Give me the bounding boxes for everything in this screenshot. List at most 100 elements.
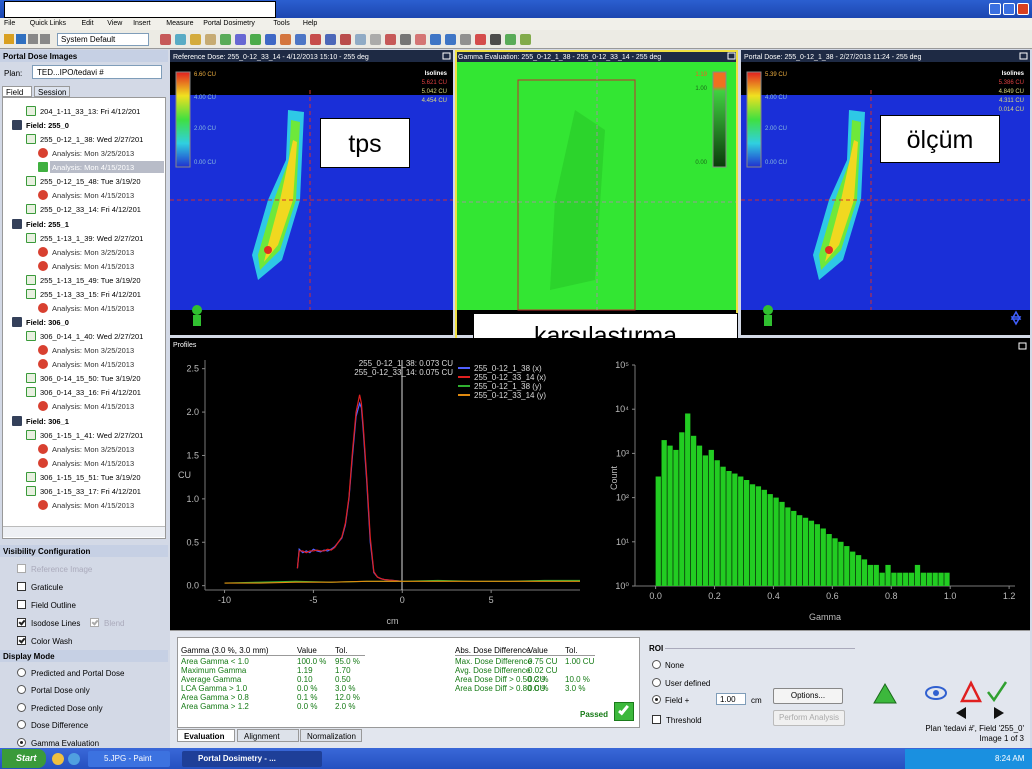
tree-item[interactable]: Analysis: Mon 4/15/2013 — [52, 262, 134, 271]
toolbar-icon[interactable] — [310, 34, 321, 45]
button[interactable]: Options... — [773, 688, 843, 704]
toolbar-icon[interactable] — [340, 34, 351, 45]
toolbar-icon[interactable] — [16, 34, 26, 44]
menu-item[interactable]: Tools — [273, 20, 289, 27]
menu-item[interactable]: Help — [303, 20, 317, 27]
window-button[interactable] — [989, 3, 1001, 15]
menu-item[interactable]: Measure — [166, 20, 193, 27]
radio-button[interactable] — [17, 668, 26, 677]
tree-item[interactable]: 306_1-15_33_17: Fri 4/12/201 — [40, 487, 141, 496]
tree-item[interactable]: Field: 255_0 — [26, 121, 69, 130]
tree-item[interactable]: 255_0-12_15_48: Tue 3/19/20 — [40, 177, 141, 186]
checkbox[interactable] — [17, 582, 26, 591]
margin-input[interactable]: 1.00 — [716, 693, 746, 705]
checkbox[interactable] — [17, 600, 26, 609]
option-label[interactable]: Gamma Evaluation — [31, 739, 99, 748]
scheme-dropdown[interactable]: System Default — [57, 33, 149, 46]
radio-button[interactable] — [17, 720, 26, 729]
tree-item[interactable]: Field: 306_1 — [26, 417, 69, 426]
tab[interactable]: Evaluation — [177, 729, 235, 742]
menu-item[interactable]: Insert — [133, 20, 151, 27]
toolbar-icon[interactable] — [205, 34, 216, 45]
tab[interactable]: Session — [34, 86, 70, 97]
toolbar-icon[interactable] — [28, 34, 38, 44]
tree-item[interactable]: Field: 255_1 — [26, 220, 69, 229]
option-label[interactable]: Color Wash — [31, 637, 73, 646]
tree-item[interactable]: 204_1-11_33_13: Fri 4/12/201 — [40, 107, 140, 116]
menu-item[interactable]: File — [4, 20, 15, 27]
tree-item[interactable]: 306_0-14_33_16: Fri 4/12/201 — [40, 388, 141, 397]
quick-launch[interactable] — [68, 753, 80, 765]
toolbar-icon[interactable] — [40, 34, 50, 44]
tree-item[interactable]: Analysis: Mon 3/25/2013 — [52, 346, 134, 355]
tree-item[interactable]: Field: 306_0 — [26, 318, 69, 327]
checkbox[interactable] — [17, 636, 26, 645]
toolbar-icon[interactable] — [220, 34, 231, 45]
start-button[interactable]: Start — [2, 749, 46, 768]
tree-item[interactable]: 306_0-14_15_50: Tue 3/19/20 — [40, 374, 141, 383]
option-label[interactable]: Isodose Lines — [31, 619, 80, 628]
tree-item[interactable]: Analysis: Mon 4/15/2013 — [52, 304, 134, 313]
option-label[interactable]: Portal Dose only — [31, 686, 90, 695]
tab[interactable]: Alignment — [237, 729, 299, 742]
menu-item[interactable]: Edit — [82, 20, 94, 27]
toolbar-icon[interactable] — [415, 34, 426, 45]
option-label[interactable]: User defined — [665, 679, 710, 688]
tree-item[interactable]: Analysis: Mon 4/15/2013 — [52, 501, 134, 510]
toolbar-icon[interactable] — [4, 34, 14, 44]
toolbar-icon[interactable] — [250, 34, 261, 45]
toolbar-icon[interactable] — [280, 34, 291, 45]
toolbar-icon[interactable] — [460, 34, 471, 45]
option-label[interactable]: Field + — [665, 696, 689, 705]
toolbar-icon[interactable] — [430, 34, 441, 45]
tree-item[interactable]: 255_1-13_1_39: Wed 2/27/201 — [40, 234, 143, 243]
toolbar-icon[interactable] — [400, 34, 411, 45]
option-label[interactable]: Threshold — [666, 716, 702, 725]
toolbar-icon[interactable] — [325, 34, 336, 45]
toolbar-icon[interactable] — [490, 34, 501, 45]
toolbar-icon[interactable] — [175, 34, 186, 45]
radio-button[interactable] — [17, 685, 26, 694]
taskbar-item[interactable]: Portal Dosimetry - ... — [182, 751, 322, 767]
option-label[interactable]: Dose Difference — [31, 721, 88, 730]
option-label[interactable]: Graticule — [31, 583, 63, 592]
tree-item[interactable]: 255_1-13_33_15: Fri 4/12/201 — [40, 290, 141, 299]
plan-dropdown[interactable]: TED...IPO/tedavi # — [32, 65, 162, 79]
quick-launch[interactable] — [52, 753, 64, 765]
toolbar-icon[interactable] — [295, 34, 306, 45]
toolbar-icon[interactable] — [520, 34, 531, 45]
tree-item[interactable]: 306_0-14_1_40: Wed 2/27/201 — [40, 332, 143, 341]
checkbox[interactable] — [652, 715, 661, 724]
tab[interactable]: Field — [2, 86, 32, 97]
menu-item[interactable]: Portal Dosimetry — [203, 20, 255, 27]
toolbar-icon[interactable] — [265, 34, 276, 45]
tree-item[interactable]: 306_1-15_1_41: Wed 2/27/201 — [40, 431, 143, 440]
toolbar-icon[interactable] — [370, 34, 381, 45]
window-button[interactable] — [1017, 3, 1029, 15]
tree-item[interactable]: 255_0-12_33_14: Fri 4/12/201 — [40, 205, 141, 214]
tab[interactable]: Normalization — [300, 729, 362, 742]
radio-button[interactable] — [17, 703, 26, 712]
radio-button[interactable] — [652, 695, 661, 704]
tree-item[interactable]: Analysis: Mon 4/15/2013 — [52, 459, 134, 468]
tree-item[interactable]: Analysis: Mon 3/25/2013 — [52, 445, 134, 454]
toolbar-icon[interactable] — [505, 34, 516, 45]
toolbar-icon[interactable] — [190, 34, 201, 45]
menu-item[interactable]: Quick Links — [30, 20, 66, 27]
option-label[interactable]: None — [665, 661, 684, 670]
toolbar-icon[interactable] — [475, 34, 486, 45]
option-label[interactable]: Predicted and Portal Dose — [31, 669, 124, 678]
tree-item[interactable]: Analysis: Mon 4/15/2013 — [52, 163, 134, 172]
toolbar-icon[interactable] — [355, 34, 366, 45]
radio-button[interactable] — [17, 738, 26, 747]
radio-button[interactable] — [652, 660, 661, 669]
tree-item[interactable]: Analysis: Mon 4/15/2013 — [52, 191, 134, 200]
menu-item[interactable]: View — [107, 20, 122, 27]
tree-item[interactable]: 306_1-15_15_51: Tue 3/19/20 — [40, 473, 141, 482]
tree-item[interactable]: 255_0-12_1_38: Wed 2/27/201 — [40, 135, 143, 144]
toolbar-icon[interactable] — [160, 34, 171, 45]
tree-item[interactable]: Analysis: Mon 4/15/2013 — [52, 360, 134, 369]
toolbar-icon[interactable] — [235, 34, 246, 45]
tree-item[interactable]: Analysis: Mon 3/25/2013 — [52, 149, 134, 158]
tree-item[interactable]: 255_1-13_15_49: Tue 3/19/20 — [40, 276, 141, 285]
